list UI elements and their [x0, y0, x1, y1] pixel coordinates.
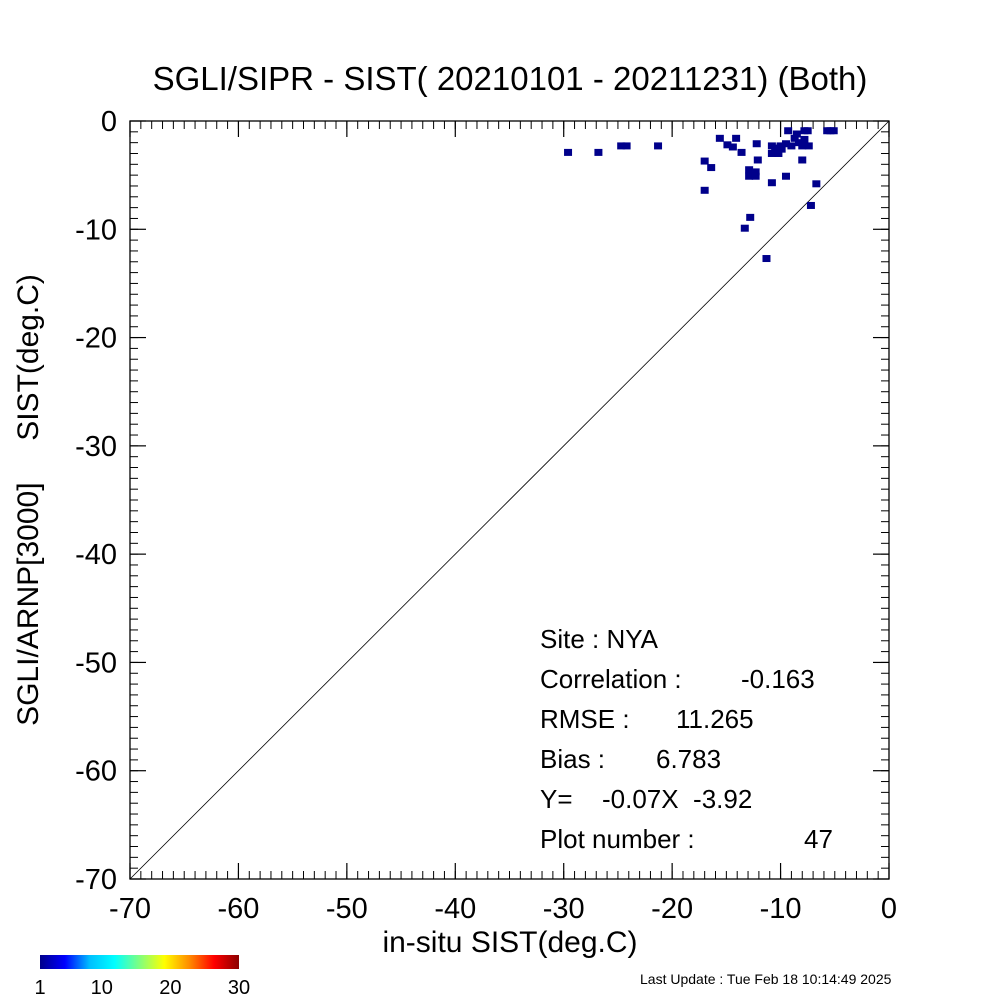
stat-bias-value: 6.783 [656, 744, 721, 774]
data-point [728, 143, 737, 151]
y-tick-labels: 0 -10 -20 -30 -40 -50 -60 -70 [75, 106, 117, 896]
data-point [781, 140, 790, 148]
data-point [790, 134, 799, 142]
stat-site: Site : NYA [540, 624, 659, 654]
data-point [732, 134, 741, 142]
minor-ticks [129, 120, 890, 880]
colorbar-tick-label: 30 [228, 977, 250, 999]
y-tick-label: -60 [75, 756, 117, 788]
stat-rmse-value: 11.265 [676, 704, 754, 734]
y-tick-label: 0 [101, 106, 117, 138]
y-tick-label: -10 [75, 214, 117, 246]
data-point [746, 213, 755, 221]
data-point [564, 148, 573, 156]
y-axis-label: SGLI/ARNP[3000] SIST(deg.C) [12, 274, 45, 726]
data-point [806, 201, 815, 209]
y-tick-label: -40 [75, 539, 117, 571]
data-point [777, 145, 786, 153]
data-point [803, 127, 812, 135]
data-point [622, 142, 631, 150]
x-axis-label: in-situ SIST(deg.C) [382, 926, 637, 959]
data-point [781, 172, 790, 180]
data-points [564, 127, 838, 263]
data-point [707, 164, 716, 172]
colorbar-tick-label: 10 [91, 977, 113, 999]
data-point [771, 144, 780, 152]
data-point [804, 142, 813, 150]
data-point [753, 156, 762, 164]
stat-regression-value: -0.07X -3.92 [602, 784, 752, 814]
stat-plot-number-value: 47 [804, 824, 833, 854]
data-point [740, 224, 749, 232]
y-tick-label: -50 [75, 647, 117, 679]
colorbar-tick-label: 20 [159, 977, 181, 999]
data-point [654, 142, 663, 150]
stat-bias-label: Bias : [540, 744, 605, 774]
stat-regression-label: Y= [540, 784, 573, 814]
data-point [767, 149, 776, 157]
stat-rmse-label: RMSE : [540, 704, 630, 734]
data-point [723, 141, 732, 149]
x-tick-label: 0 [881, 893, 897, 925]
one-to-one-line [129, 120, 890, 880]
data-point [829, 127, 838, 135]
data-point [751, 168, 760, 176]
x-tick-label: -10 [760, 893, 802, 925]
colorbar [40, 955, 239, 969]
data-point [700, 157, 709, 165]
data-point [752, 140, 761, 148]
data-point [774, 149, 783, 157]
data-point [812, 180, 821, 188]
stat-correlation-label: Correlation : [540, 664, 682, 694]
x-tick-label: -50 [326, 893, 368, 925]
chart-title: SGLI/SIPR - SIST( 20210101 - 20211231) (… [153, 60, 868, 97]
data-point [792, 130, 801, 138]
data-point [798, 142, 807, 150]
x-tick-label: -70 [109, 893, 151, 925]
data-point [787, 142, 796, 150]
x-tick-label: -60 [217, 893, 259, 925]
stat-correlation-value: -0.163 [741, 664, 815, 694]
x-tick-label: -20 [651, 893, 693, 925]
x-tick-label: -40 [434, 893, 476, 925]
data-point [751, 172, 760, 180]
stat-plot-number-label: Plot number : [540, 824, 695, 854]
data-point [745, 166, 754, 174]
last-update-text: Last Update : Tue Feb 18 10:14:49 2025 [640, 971, 892, 987]
data-point [737, 148, 746, 156]
data-point [762, 255, 771, 263]
y-tick-label: -30 [75, 431, 117, 463]
data-point [715, 134, 724, 142]
major-ticks [129, 120, 890, 880]
data-point [784, 127, 793, 135]
data-point [594, 148, 603, 156]
data-point [745, 172, 754, 180]
data-point [798, 156, 807, 164]
x-tick-labels: -70 -60 -50 -40 -30 -20 -10 0 [109, 893, 897, 925]
x-tick-label: -30 [543, 893, 585, 925]
stats-box: Site : NYA Correlation : -0.163 RMSE : 1… [540, 624, 833, 854]
colorbar-tick-labels: 1 10 20 30 [34, 977, 250, 999]
colorbar-tick-label: 1 [34, 977, 45, 999]
data-point [800, 135, 809, 143]
y-tick-label: -70 [75, 864, 117, 896]
data-point [617, 142, 626, 150]
y-tick-label: -20 [75, 323, 117, 355]
data-point [767, 179, 776, 187]
data-point [700, 186, 709, 194]
